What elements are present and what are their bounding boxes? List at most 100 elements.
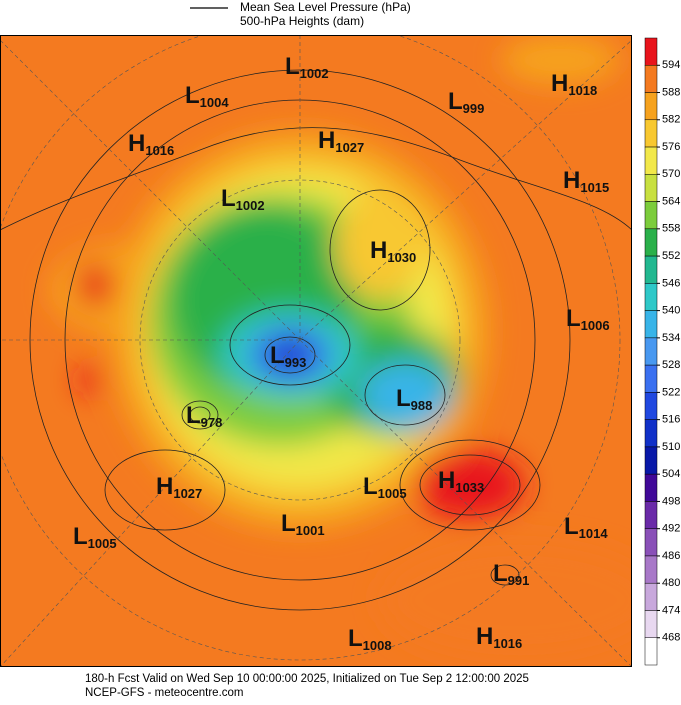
colorbar-label: 534 — [662, 332, 680, 344]
pressure-center-value: 1027 — [173, 486, 202, 501]
pressure-center-value: 1001 — [296, 523, 325, 538]
pressure-center-type: L — [285, 53, 300, 80]
pressure-center-value: 1014 — [579, 526, 609, 541]
colorbar-band — [644, 501, 658, 529]
colorbar-label: 546 — [662, 277, 680, 289]
colorbar-label: 480 — [662, 577, 680, 589]
pressure-center-type: L — [186, 402, 201, 429]
pressure-center: L988 — [396, 385, 432, 413]
pressure-center-type: L — [221, 185, 236, 212]
pressure-center: L1002 — [221, 185, 265, 213]
colorbar-band — [644, 392, 658, 420]
pressure-center-type: H — [318, 127, 335, 154]
pressure-center-value: 1016 — [493, 636, 522, 651]
pressure-center-type: L — [566, 305, 581, 332]
pressure-center-type: L — [270, 342, 285, 369]
colorbar-label: 504 — [662, 468, 680, 480]
pressure-center: L999 — [448, 88, 484, 116]
pressure-center-value: 988 — [411, 398, 433, 413]
pressure-center-value: 1027 — [335, 140, 364, 155]
pressure-center-value: 1002 — [236, 198, 265, 213]
pressure-center-type: H — [156, 473, 173, 500]
pressure-center-value: 993 — [285, 355, 307, 370]
pressure-center: L1008 — [348, 625, 392, 653]
colorbar-label: 588 — [662, 86, 680, 98]
footer-valid-time: 180-h Fcst Valid on Wed Sep 10 00:00:00 … — [85, 673, 529, 685]
pressure-center: H1015 — [563, 167, 609, 195]
pressure-center-type: L — [363, 473, 378, 500]
pressure-center-value: 999 — [463, 101, 485, 116]
pressure-center-value: 1006 — [581, 318, 610, 333]
pressure-center-value: 1030 — [387, 250, 416, 265]
pressure-center-type: L — [564, 513, 579, 540]
colorbar-label: 468 — [662, 632, 680, 644]
pressure-center: L1014 — [564, 513, 608, 541]
colorbar-band — [644, 283, 658, 311]
colorbar-label: 540 — [662, 305, 680, 317]
colorbar-band — [644, 65, 658, 93]
colorbar-band — [644, 364, 658, 393]
pressure-center-type: H — [370, 237, 387, 264]
colorbar-band — [644, 174, 658, 202]
colorbar-label: 522 — [662, 386, 680, 398]
pressure-center: L1005 — [73, 523, 117, 551]
colorbar-band — [644, 146, 658, 175]
pressure-center-type: H — [551, 70, 568, 97]
pressure-center: L993 — [270, 342, 306, 370]
pressure-center-value: 1033 — [455, 480, 484, 495]
colorbar-label: 570 — [662, 168, 680, 180]
footer-source: NCEP-GFS - meteocentre.com — [85, 687, 243, 699]
pressure-center: L1002 — [285, 53, 329, 81]
pressure-center-type: L — [493, 560, 508, 587]
pressure-center: H1016 — [476, 623, 522, 651]
colorbar-band — [644, 555, 658, 584]
colorbar-band — [644, 310, 658, 339]
colorbar-band — [644, 637, 658, 666]
pressure-center-value: 991 — [508, 573, 530, 588]
pressure-center: L978 — [186, 402, 222, 430]
pressure-center: H1016 — [128, 130, 174, 158]
colorbar-band — [644, 37, 658, 66]
pressure-center: H1018 — [551, 70, 597, 98]
colorbar-label: 498 — [662, 495, 680, 507]
colorbar-band — [644, 610, 658, 638]
pressure-center-value: 978 — [201, 415, 223, 430]
legend-fill-label: 500-hPa Heights (dam) — [240, 14, 364, 28]
pressure-center: H1033 — [438, 467, 484, 495]
colorbar-label: 564 — [662, 195, 680, 207]
pressure-center-type: H — [563, 167, 580, 194]
pressure-center-type: L — [185, 82, 200, 109]
pressure-center-value: 1018 — [568, 83, 597, 98]
colorbar-label: 516 — [662, 414, 680, 426]
colorbar-band — [644, 228, 658, 257]
colorbar-label: 528 — [662, 359, 680, 371]
pressure-center: L1004 — [185, 82, 229, 110]
colorbar-label: 552 — [662, 250, 680, 262]
colorbar-band — [644, 201, 658, 230]
colorbar-band — [644, 255, 658, 284]
pressure-center-value: 1005 — [88, 536, 117, 551]
colorbar-band — [644, 119, 658, 148]
pressure-center-value: 1015 — [580, 180, 609, 195]
pressure-center: H1030 — [370, 237, 416, 265]
colorbar-band — [644, 473, 658, 502]
colorbar-label: 558 — [662, 223, 680, 235]
pressure-center-type: H — [128, 130, 145, 157]
colorbar-label: 492 — [662, 523, 680, 535]
colorbar-band — [644, 419, 658, 448]
colorbar-band — [644, 528, 658, 557]
colorbar-label: 474 — [662, 604, 680, 616]
pressure-center-value: 1002 — [300, 66, 329, 81]
pressure-center-value: 1016 — [145, 143, 174, 158]
map-frame — [0, 35, 632, 667]
pressure-center-type: L — [396, 385, 411, 412]
pressure-center: L991 — [493, 560, 529, 588]
pressure-center: H1027 — [318, 127, 364, 155]
pressure-center-value: 1005 — [378, 486, 407, 501]
pressure-center-type: L — [448, 88, 463, 115]
colorbar-label: 510 — [662, 441, 680, 453]
pressure-center-type: L — [348, 625, 363, 652]
pressure-center-value: 1008 — [363, 638, 392, 653]
colorbar-label: 576 — [662, 141, 680, 153]
